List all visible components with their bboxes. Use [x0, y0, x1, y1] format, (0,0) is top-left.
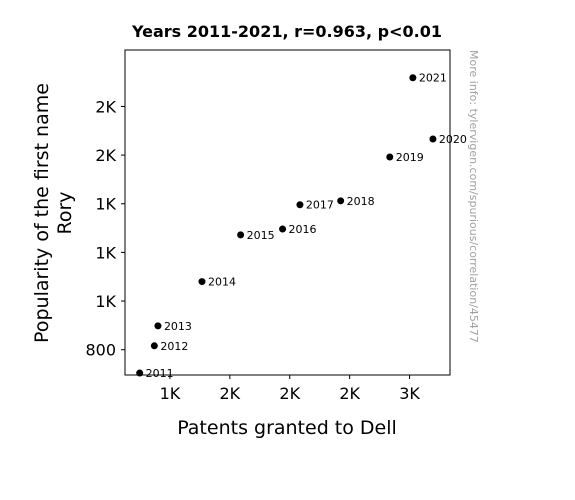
x-tick-label: 2K [279, 384, 300, 403]
data-point-label: 2016 [289, 223, 317, 236]
y-tick-label: 2K [95, 97, 116, 116]
y-tick-label: 800 [85, 341, 116, 360]
x-tick-label: 2K [339, 384, 360, 403]
y-axis-label-line-1: Popularity of the first name [31, 83, 53, 343]
data-point [237, 231, 245, 239]
data-point [386, 153, 394, 161]
data-point-label: 2011 [146, 367, 174, 380]
y-tick-label: 1K [95, 243, 116, 262]
data-point [154, 322, 162, 330]
data-points: 2011 2012 2013 2014 2015 2016 2017 2018 2019 2020… [136, 72, 467, 380]
y-axis: 800 1K 1K 1K 2K 2K [85, 97, 125, 360]
x-axis: 1K 2K 2K 2K 3K [160, 375, 420, 403]
data-point [198, 278, 206, 286]
data-point [296, 201, 304, 209]
data-point-label: 2018 [347, 195, 375, 208]
data-point [136, 369, 144, 377]
data-point-label: 2013 [164, 320, 192, 333]
data-point-label: 2020 [439, 133, 467, 146]
x-axis-label: Patents granted to Dell [177, 417, 397, 439]
data-point [150, 342, 158, 350]
y-tick-label: 2K [95, 146, 116, 165]
x-tick-label: 1K [160, 384, 181, 403]
data-point-label: 2014 [208, 276, 236, 289]
y-axis-label-line-2: Rory [54, 191, 76, 234]
y-tick-label: 1K [95, 195, 116, 214]
data-point-label: 2019 [396, 151, 424, 164]
chart-title: Years 2011-2021, r=0.963, p<0.01 [131, 22, 442, 41]
data-point [337, 197, 345, 205]
y-tick-label: 1K [95, 292, 116, 311]
data-point [429, 135, 437, 143]
data-point-label: 2015 [247, 229, 275, 242]
watermark-text: More info: tylervigen.com/spurious/corre… [467, 50, 480, 343]
data-point-label: 2017 [306, 199, 334, 212]
x-tick-label: 2K [220, 384, 241, 403]
data-point [409, 74, 417, 82]
x-tick-label: 3K [399, 384, 420, 403]
data-point [279, 225, 287, 233]
plot-area [124, 49, 451, 376]
data-point-label: 2012 [160, 340, 188, 353]
data-point-label: 2021 [419, 72, 447, 85]
